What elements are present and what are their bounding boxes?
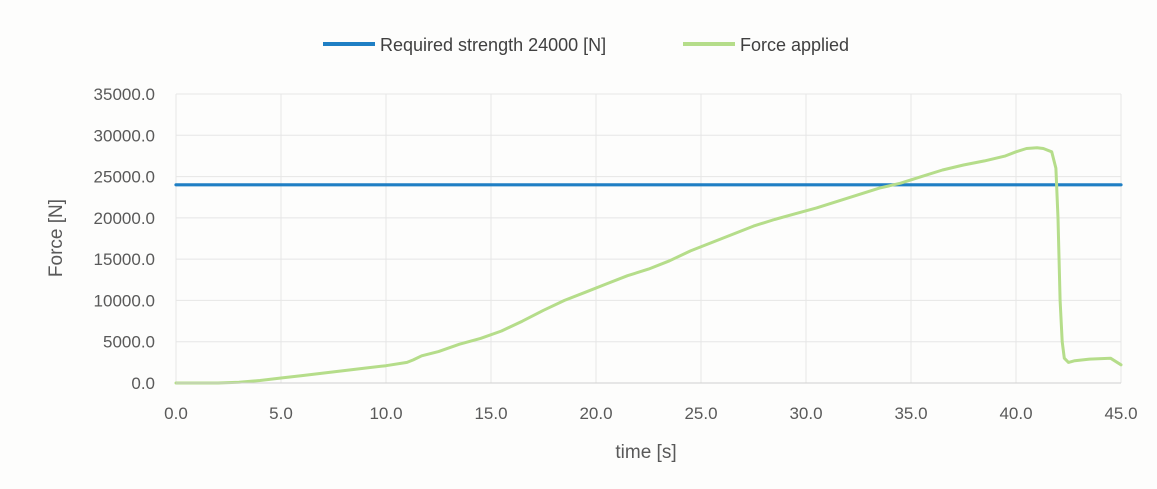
y-tick-label: 5000.0 bbox=[103, 333, 155, 352]
y-tick-label: 15000.0 bbox=[94, 250, 155, 269]
x-axis-title: time [s] bbox=[615, 442, 676, 463]
x-tick-label: 0.0 bbox=[164, 404, 188, 423]
x-tick-label: 5.0 bbox=[269, 404, 293, 423]
x-tick-label: 40.0 bbox=[999, 404, 1032, 423]
series-line-force-applied bbox=[174, 146, 1123, 385]
y-axis-title: Force [N] bbox=[46, 199, 67, 277]
x-tick-label: 45.0 bbox=[1104, 404, 1137, 423]
y-tick-label: 35000.0 bbox=[94, 85, 155, 104]
y-tick-label: 30000.0 bbox=[94, 126, 155, 145]
y-tick-label: 10000.0 bbox=[94, 291, 155, 310]
x-tick-label: 35.0 bbox=[894, 404, 927, 423]
series-lines bbox=[174, 146, 1123, 385]
x-tick-label: 25.0 bbox=[684, 404, 717, 423]
x-tick-label: 15.0 bbox=[474, 404, 507, 423]
grid bbox=[175, 93, 1122, 384]
x-tick-label: 20.0 bbox=[579, 404, 612, 423]
axes: 0.0 5000.0 10000.0 15000.0 20000.0 25000.0 300… bbox=[94, 85, 1138, 423]
legend-label: Required strength 24000 [N] bbox=[380, 35, 606, 55]
legend-label: Force applied bbox=[740, 35, 849, 55]
y-tick-label: 25000.0 bbox=[94, 168, 155, 187]
x-tick-label: 10.0 bbox=[369, 404, 402, 423]
x-tick-label: 30.0 bbox=[789, 404, 822, 423]
y-tick-label: 0.0 bbox=[131, 374, 155, 393]
legend: Required strength 24000 [N] Force applied bbox=[323, 35, 849, 55]
y-tick-label: 20000.0 bbox=[94, 209, 155, 228]
